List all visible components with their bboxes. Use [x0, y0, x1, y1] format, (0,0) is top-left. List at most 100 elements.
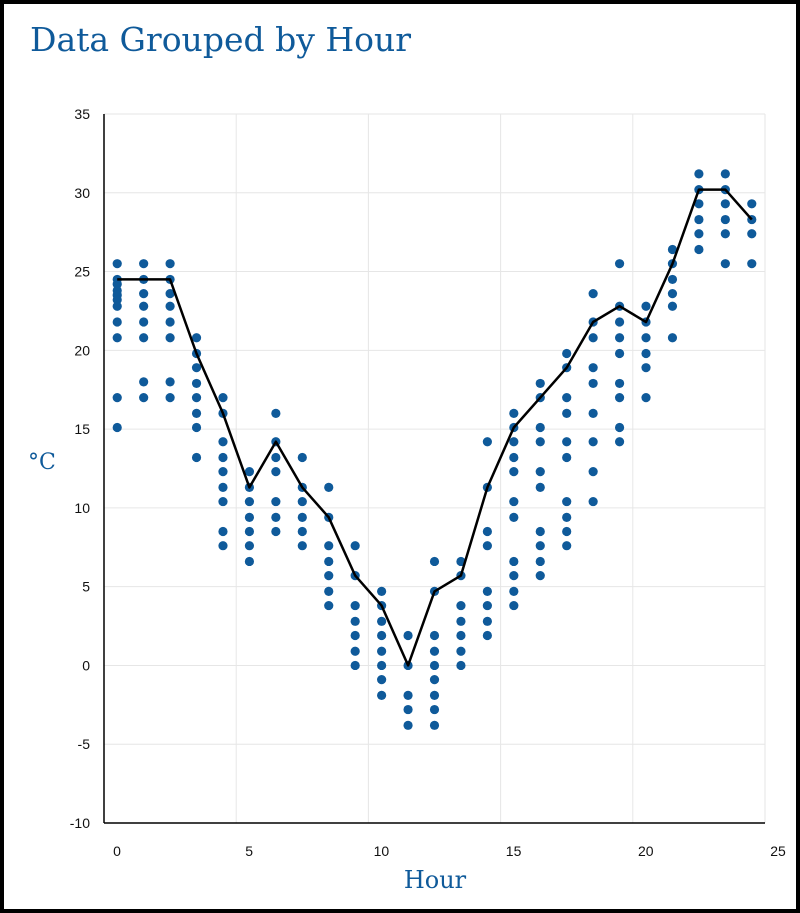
data-point — [429, 630, 440, 641]
data-point — [535, 437, 545, 447]
data-point — [139, 289, 149, 299]
data-point — [139, 317, 149, 327]
data-point — [694, 169, 704, 179]
data-point — [377, 616, 387, 626]
data-point — [509, 496, 519, 507]
data-point — [191, 452, 202, 463]
data-point — [667, 289, 678, 299]
data-point — [324, 482, 334, 493]
data-point — [377, 675, 387, 685]
data-point — [535, 467, 545, 477]
data-point — [244, 556, 255, 567]
y-tick-label: 20 — [74, 342, 90, 358]
average-line — [117, 188, 753, 667]
x-tick-label: 20 — [638, 843, 654, 859]
data-point — [139, 301, 149, 311]
data-point — [244, 512, 255, 522]
data-point — [350, 660, 360, 671]
x-tick-label: 10 — [374, 843, 390, 859]
data-point — [588, 289, 598, 299]
data-point — [694, 229, 704, 239]
data-point — [403, 720, 413, 730]
x-tick-label: 15 — [506, 843, 522, 859]
data-point — [297, 526, 307, 537]
data-point — [562, 452, 572, 463]
tick-labels: 35 30 25 20 15 10 5 0 -5 -10 0 5 10 15 20 25 — [70, 106, 786, 859]
data-point — [191, 393, 202, 403]
data-point — [271, 526, 281, 537]
data-point — [218, 482, 228, 493]
data-point — [720, 214, 730, 225]
data-point — [218, 467, 228, 477]
data-point — [694, 214, 704, 225]
data-point — [429, 675, 440, 685]
average-line-layer — [117, 188, 753, 667]
data-point — [165, 301, 175, 311]
data-point — [350, 600, 360, 611]
data-point — [271, 512, 281, 522]
data-point — [588, 496, 598, 507]
data-point — [562, 348, 572, 359]
data-point — [165, 377, 175, 387]
data-point — [588, 333, 598, 343]
data-point — [694, 244, 704, 255]
data-point — [720, 229, 730, 239]
data-point — [271, 496, 281, 507]
axes — [103, 114, 765, 824]
data-point — [403, 630, 413, 641]
data-point — [297, 452, 307, 463]
data-point — [720, 259, 730, 269]
data-point — [297, 496, 307, 507]
data-point — [429, 556, 440, 567]
data-point — [429, 704, 440, 715]
y-tick-label: 5 — [82, 579, 90, 595]
data-point — [139, 393, 149, 403]
data-point — [191, 408, 202, 418]
data-point — [641, 363, 651, 373]
data-point — [456, 646, 466, 656]
data-point — [244, 541, 255, 551]
data-point — [509, 556, 519, 567]
data-point — [482, 616, 492, 626]
data-point — [482, 526, 492, 537]
data-point — [482, 600, 492, 611]
y-tick-label: 25 — [74, 264, 90, 280]
data-point — [112, 259, 122, 269]
data-point — [747, 259, 757, 269]
data-point — [747, 229, 757, 239]
data-point — [562, 437, 572, 447]
data-point — [244, 496, 255, 507]
data-point — [112, 393, 122, 403]
data-point — [165, 393, 175, 403]
y-axis-label: °C — [28, 450, 56, 475]
data-point — [588, 363, 598, 373]
data-point — [377, 630, 387, 641]
data-point — [535, 482, 545, 493]
data-point — [509, 452, 519, 463]
data-point — [112, 295, 122, 305]
data-point — [562, 541, 572, 551]
data-point — [509, 408, 519, 418]
data-point — [165, 289, 175, 299]
x-axis-label: Hour — [403, 866, 467, 894]
data-point — [720, 199, 730, 209]
y-tick-label: 15 — [74, 421, 90, 437]
data-point — [614, 422, 625, 433]
data-point — [297, 512, 307, 522]
data-point — [377, 646, 387, 656]
data-point — [535, 556, 545, 567]
data-point — [641, 393, 651, 403]
data-point — [324, 541, 334, 551]
data-point — [509, 437, 519, 447]
data-point — [535, 571, 545, 581]
y-tick-label: 10 — [74, 500, 90, 516]
y-tick-label: 35 — [74, 106, 90, 122]
data-point — [641, 333, 651, 343]
y-tick-label: 30 — [74, 185, 90, 201]
data-point — [429, 690, 440, 700]
data-point — [112, 333, 122, 343]
data-point — [112, 301, 122, 311]
data-point — [641, 301, 651, 311]
data-point — [218, 496, 228, 507]
data-point — [324, 586, 334, 596]
